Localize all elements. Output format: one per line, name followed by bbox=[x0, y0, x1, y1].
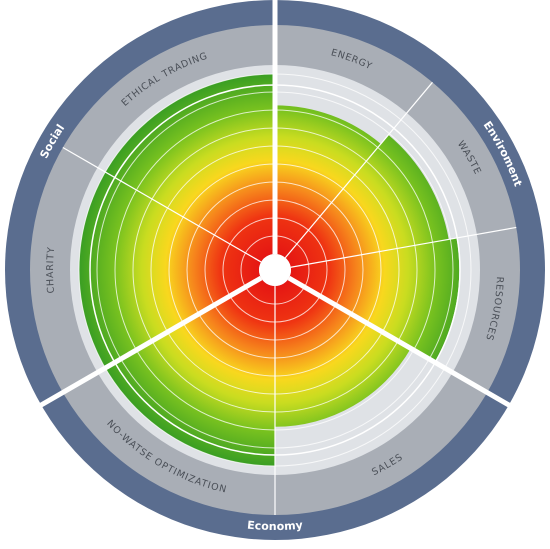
sector-divider bbox=[290, 226, 517, 268]
category-divider bbox=[38, 275, 263, 409]
sector-wedge-charity bbox=[78, 172, 262, 368]
sector-divider bbox=[284, 81, 433, 259]
category-label-economy: Economy bbox=[247, 519, 304, 533]
sector-label-charity: CHARITY bbox=[44, 246, 56, 294]
sector-wedge-waste bbox=[285, 134, 449, 268]
center-hub bbox=[259, 254, 291, 286]
sector-divider bbox=[62, 146, 262, 263]
sector-wedge-energy bbox=[275, 105, 381, 258]
category-divider bbox=[287, 275, 512, 409]
